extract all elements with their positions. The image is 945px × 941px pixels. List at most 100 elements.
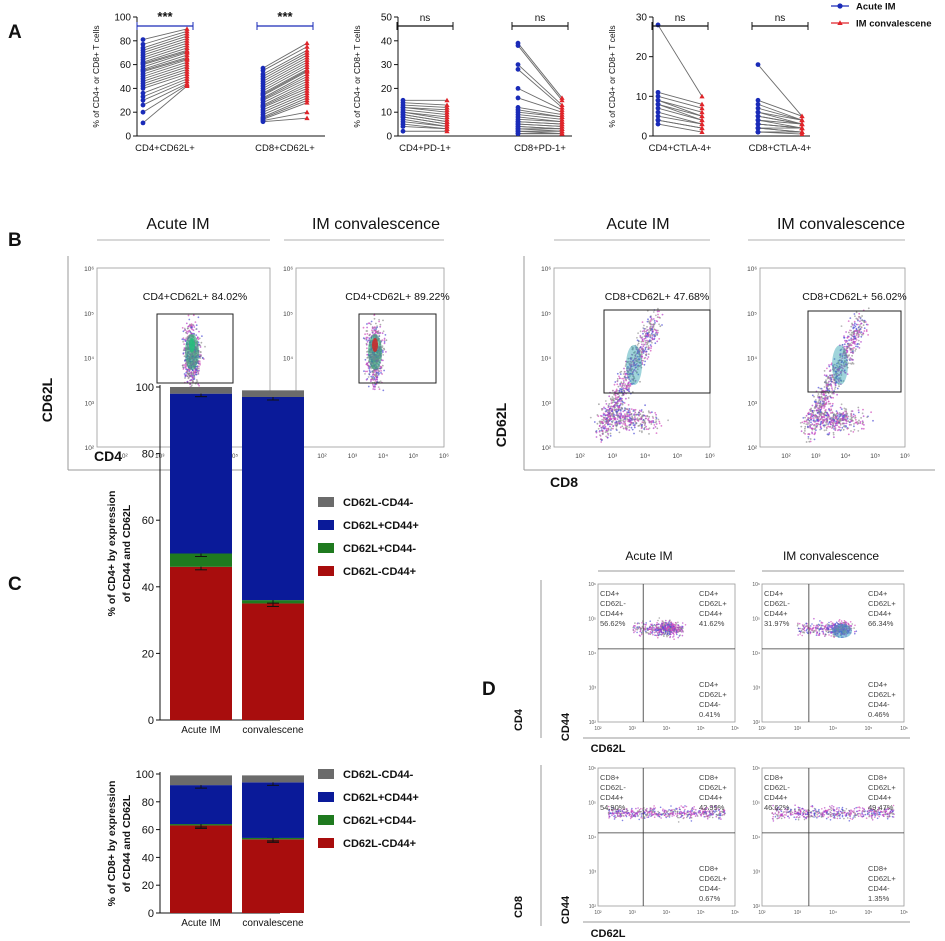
event-dot <box>195 379 198 381</box>
event-dot <box>654 629 656 632</box>
event-dot <box>656 623 658 626</box>
event-dot <box>837 417 840 420</box>
event-dot <box>636 339 639 342</box>
event-dot <box>182 340 185 343</box>
conv-point <box>444 97 450 103</box>
event-dot <box>860 326 863 328</box>
event-dot <box>639 346 642 349</box>
event-dot <box>640 353 643 355</box>
y-tick-label: 60 <box>142 825 154 837</box>
event-dot <box>842 428 845 431</box>
event-dot <box>811 415 814 418</box>
event-dot <box>364 373 366 375</box>
event-dot <box>648 633 650 635</box>
event-dot <box>813 438 816 441</box>
event-dot <box>649 349 652 352</box>
event-dot <box>849 418 852 421</box>
event-dot <box>629 366 632 369</box>
event-dot <box>634 416 636 419</box>
b-ylabel-left: CD62L <box>39 377 55 422</box>
event-dot <box>607 406 610 409</box>
event-dot <box>625 378 627 380</box>
event-dot <box>634 622 636 624</box>
legend-label: CD62L+CD44+ <box>343 792 419 804</box>
event-dot <box>831 387 833 389</box>
event-dot <box>641 361 643 364</box>
event-dot <box>198 365 200 368</box>
event-dot <box>188 323 191 326</box>
x-tick-label: 10⁵ <box>870 453 880 460</box>
event-dot <box>382 359 384 362</box>
event-dot <box>808 413 810 416</box>
event-dot <box>370 375 373 378</box>
event-dot <box>636 626 638 628</box>
event-dot <box>859 320 861 323</box>
event-dot <box>839 424 842 426</box>
event-dot <box>651 420 654 422</box>
event-dot <box>622 420 625 423</box>
event-dot <box>191 325 193 328</box>
event-dot <box>860 341 862 343</box>
conv-point <box>559 111 565 117</box>
event-dot <box>802 417 805 419</box>
conv-point <box>184 50 190 55</box>
event-dot <box>612 412 615 415</box>
event-dot <box>846 416 849 419</box>
event-dot <box>843 422 846 425</box>
event-dot <box>641 622 643 624</box>
event-dot <box>823 402 826 405</box>
event-dot <box>616 383 619 386</box>
density-peak <box>372 338 378 352</box>
pair-line <box>262 95 308 115</box>
conv-point <box>444 116 450 122</box>
y-tick-label: 10⁵ <box>747 311 757 318</box>
event-dot <box>182 330 185 333</box>
event-dot <box>183 338 185 341</box>
event-dot <box>852 324 854 326</box>
event-dot <box>812 412 815 414</box>
event-dot <box>366 333 369 335</box>
event-dot <box>185 337 188 339</box>
event-dot <box>623 377 625 380</box>
event-dot <box>616 404 618 407</box>
event-dot <box>621 385 624 388</box>
event-dot <box>663 633 665 636</box>
event-dot <box>649 316 652 318</box>
event-dot <box>595 430 598 432</box>
conv-point <box>444 109 450 115</box>
event-dot <box>834 417 837 420</box>
event-dot <box>829 378 832 381</box>
acute-point <box>515 86 521 91</box>
event-dot <box>839 429 842 432</box>
conv-point <box>184 62 190 67</box>
event-dot <box>636 336 638 339</box>
event-dot <box>642 345 645 348</box>
pair-line <box>262 76 308 100</box>
event-dot <box>804 420 806 423</box>
pair-line <box>517 111 563 118</box>
event-dot <box>192 329 195 332</box>
y-axis-label: % of CD4+ or CD8+ T cells <box>352 25 362 127</box>
acute-point <box>140 90 146 96</box>
conv-point <box>559 128 565 134</box>
event-dot <box>383 339 386 342</box>
event-dot <box>660 425 663 427</box>
event-dot <box>382 354 385 356</box>
event-dot <box>654 322 656 324</box>
event-dot <box>818 407 820 409</box>
event-dot <box>839 349 842 352</box>
event-dot <box>669 619 671 621</box>
pair-line <box>262 111 308 121</box>
event-dot <box>645 346 648 349</box>
conv-point <box>699 101 705 107</box>
event-dot <box>631 415 633 418</box>
event-dot <box>809 416 812 418</box>
event-dot <box>817 393 820 395</box>
event-dot <box>798 622 801 625</box>
event-dot <box>606 429 608 432</box>
event-dot <box>818 399 820 401</box>
acute-point <box>755 97 761 103</box>
event-dot <box>640 425 643 427</box>
event-dot <box>380 370 382 372</box>
